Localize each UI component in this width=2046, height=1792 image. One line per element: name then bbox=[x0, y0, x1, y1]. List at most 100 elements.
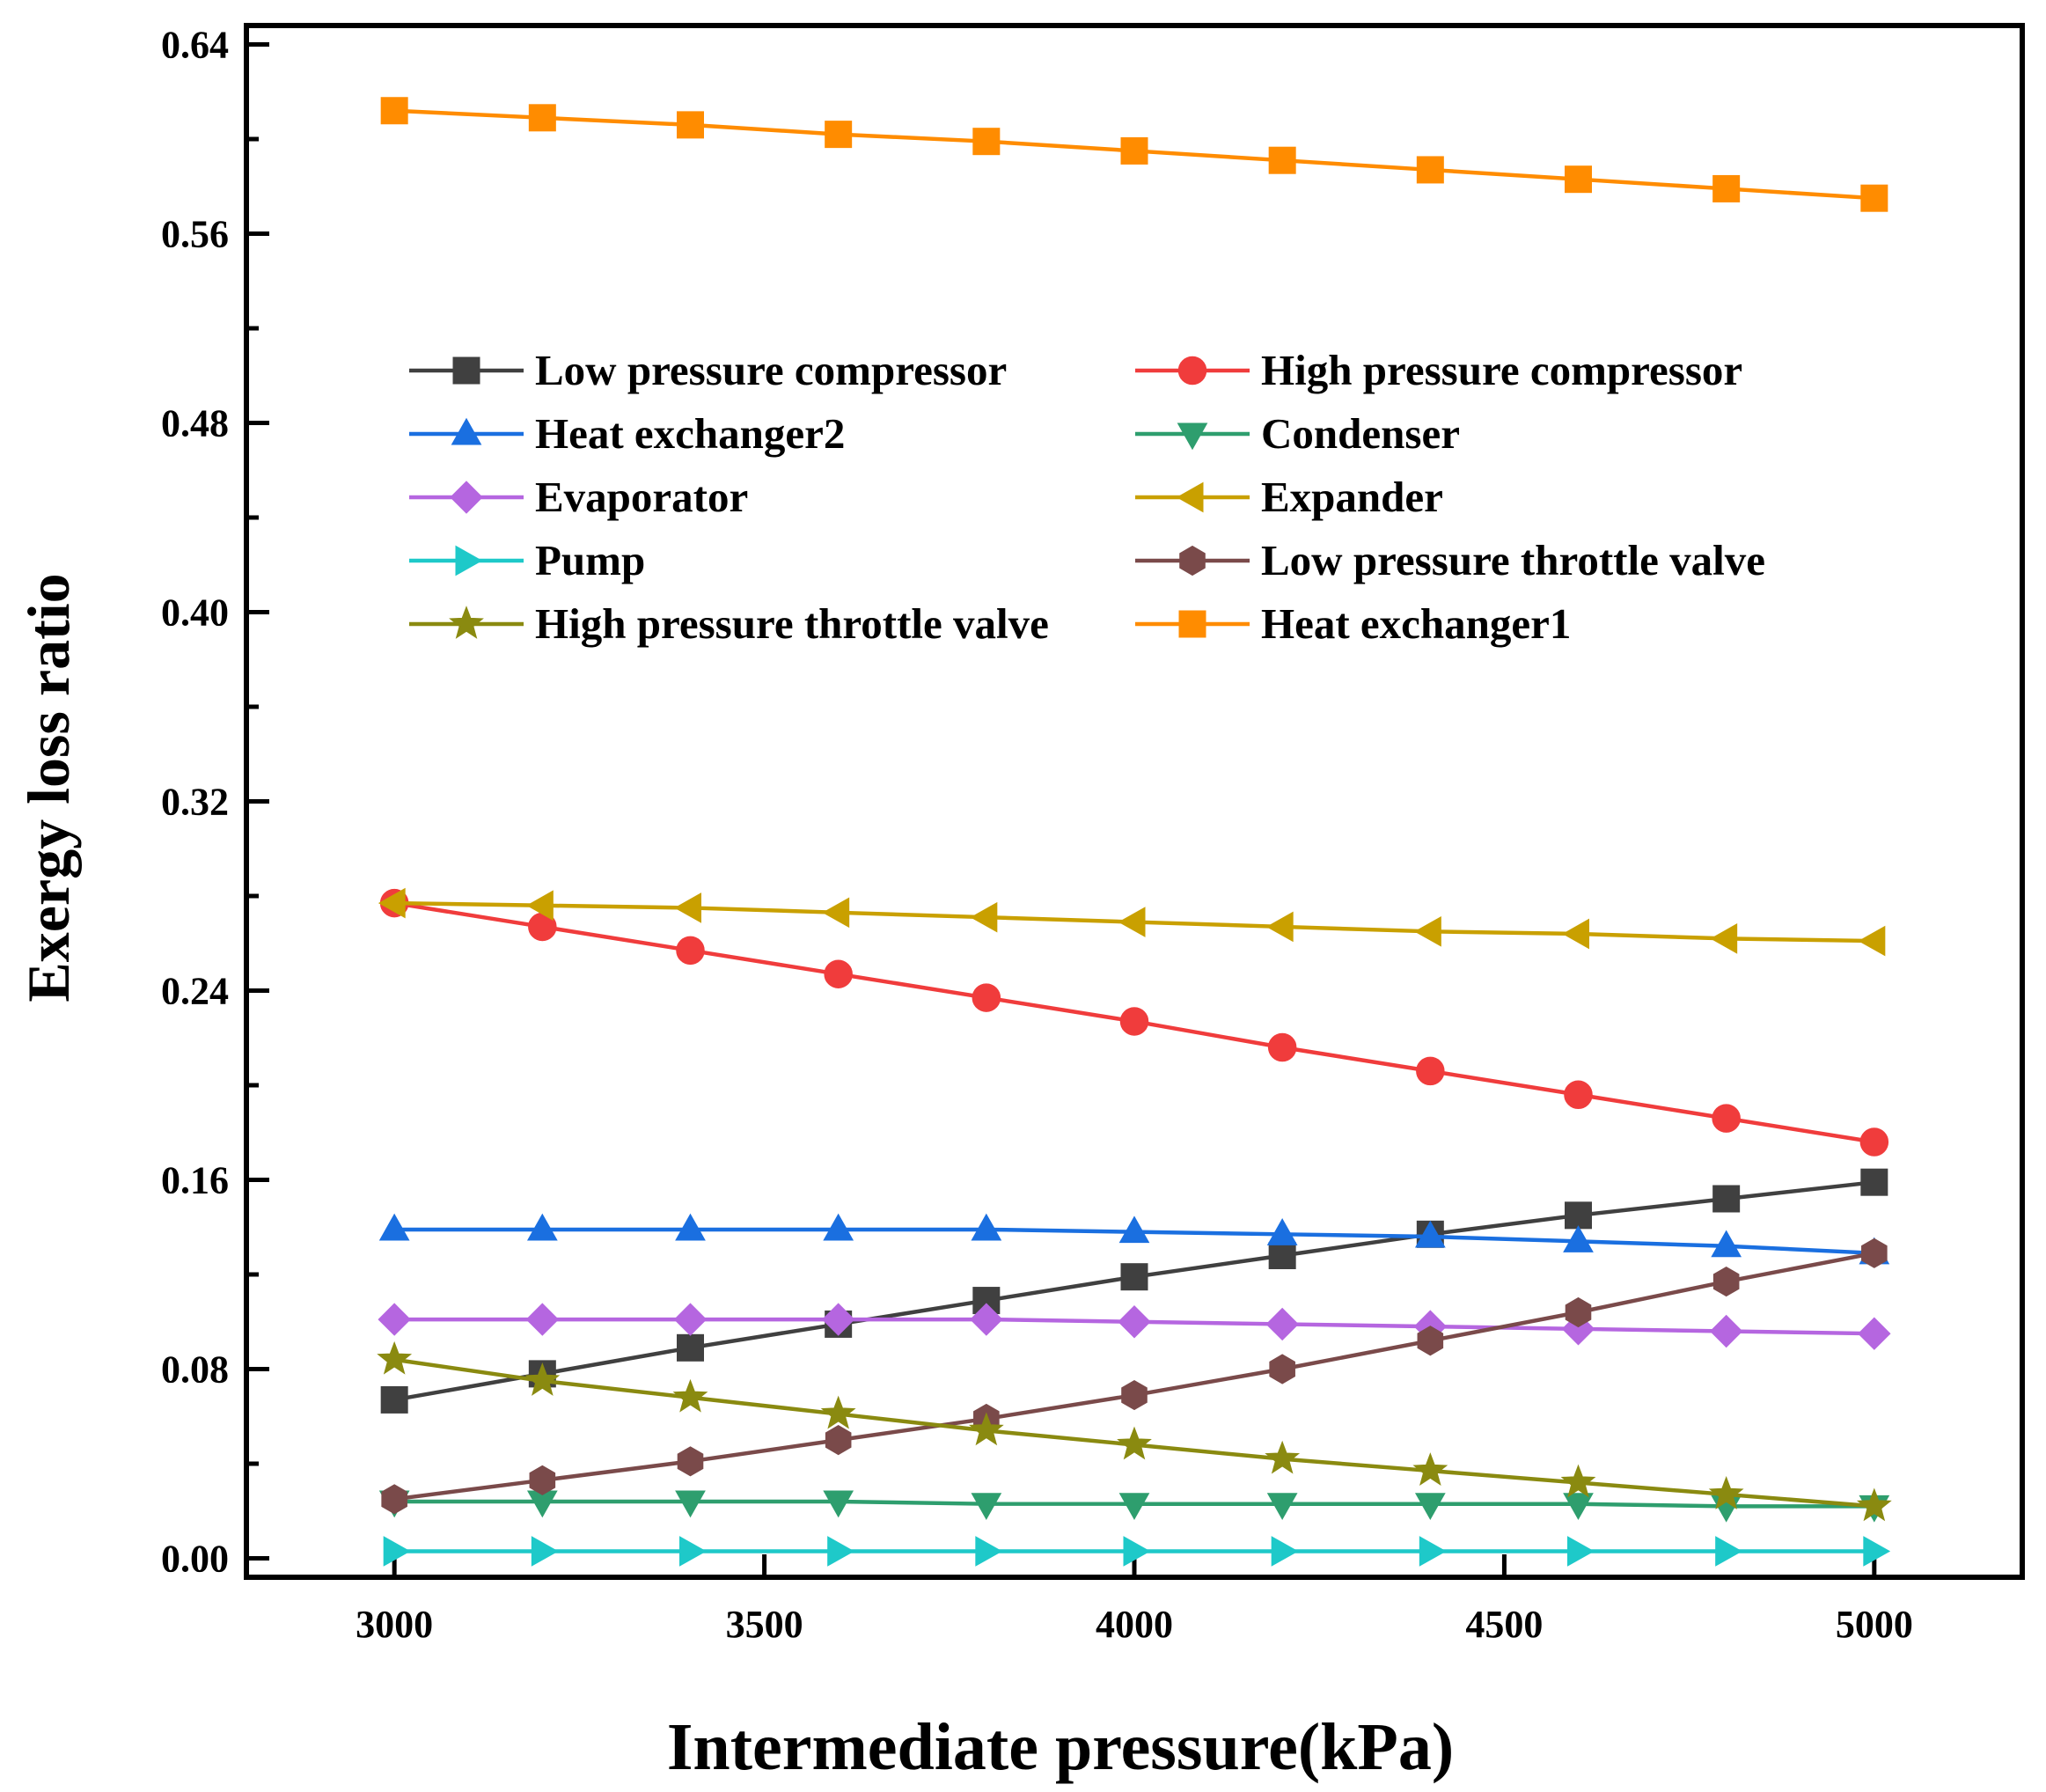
legend-item: Pump bbox=[409, 536, 645, 584]
series-pump bbox=[383, 1536, 1891, 1567]
legend-label: Expander bbox=[1261, 473, 1443, 521]
data-point bbox=[820, 1395, 856, 1429]
series-evaporator bbox=[378, 1303, 1891, 1350]
data-point bbox=[824, 959, 853, 988]
data-point bbox=[378, 1303, 411, 1336]
legend-item: Condenser bbox=[1135, 409, 1460, 458]
data-point bbox=[452, 356, 480, 385]
x-axis-title: Intermediate pressure(kPa) bbox=[667, 1710, 1454, 1784]
data-point bbox=[1858, 925, 1886, 957]
data-point bbox=[1712, 1266, 1740, 1297]
data-point bbox=[1560, 1464, 1596, 1498]
data-point bbox=[1860, 184, 1888, 212]
series-condenser bbox=[378, 1490, 1890, 1523]
data-point bbox=[1709, 1314, 1743, 1348]
x-tick-label: 4000 bbox=[1096, 1603, 1173, 1646]
data-point bbox=[972, 983, 1001, 1012]
y-tick-label: 0.32 bbox=[161, 781, 229, 824]
data-point bbox=[528, 104, 556, 132]
legend-item: High pressure throttle valve bbox=[409, 599, 1049, 648]
data-point bbox=[1859, 1127, 1889, 1157]
data-point bbox=[1414, 915, 1441, 947]
series-low-pressure-compressor bbox=[380, 1168, 1888, 1414]
data-point bbox=[525, 1303, 560, 1336]
data-point bbox=[825, 121, 853, 149]
data-point bbox=[1266, 1493, 1298, 1520]
data-point bbox=[1861, 1238, 1888, 1268]
data-point bbox=[1176, 481, 1204, 513]
y-tick-label: 0.16 bbox=[161, 1159, 229, 1202]
data-point bbox=[526, 1213, 558, 1241]
data-point bbox=[1565, 1201, 1592, 1230]
data-point bbox=[1265, 911, 1294, 943]
data-point bbox=[1117, 1426, 1152, 1460]
data-point bbox=[1123, 1536, 1151, 1567]
y-tick-label: 0.56 bbox=[161, 213, 229, 256]
data-point bbox=[674, 892, 701, 923]
data-point bbox=[970, 901, 998, 933]
data-point bbox=[1565, 1296, 1592, 1328]
data-point bbox=[1419, 1536, 1447, 1567]
data-point bbox=[1120, 1263, 1148, 1291]
y-tick-label: 0.48 bbox=[161, 402, 229, 445]
data-point bbox=[455, 545, 483, 577]
data-point bbox=[677, 1446, 704, 1477]
data-point bbox=[1567, 1536, 1595, 1567]
data-point bbox=[821, 1303, 855, 1336]
data-point bbox=[1269, 1354, 1295, 1384]
data-point bbox=[827, 1536, 854, 1567]
data-point bbox=[1266, 1218, 1298, 1245]
plot-frame bbox=[244, 23, 2025, 1580]
legend-item: Low pressure throttle valve bbox=[1135, 536, 1765, 584]
legend-label: Low pressure compressor bbox=[535, 346, 1007, 394]
data-point bbox=[968, 1412, 1004, 1446]
data-point bbox=[1856, 1487, 1892, 1522]
data-point bbox=[449, 606, 484, 639]
data-point bbox=[378, 887, 406, 919]
data-point bbox=[377, 1340, 413, 1375]
data-point bbox=[1858, 1317, 1891, 1350]
legend-label: Condenser bbox=[1261, 409, 1460, 458]
series-expander bbox=[378, 887, 1886, 957]
data-point bbox=[1712, 1104, 1741, 1133]
data-point bbox=[531, 1536, 559, 1567]
legend: Low pressure compressor High pressure com… bbox=[409, 346, 1765, 648]
data-point bbox=[1563, 1225, 1594, 1252]
data-point bbox=[1417, 1326, 1444, 1356]
data-point bbox=[1179, 545, 1206, 577]
data-point bbox=[677, 1333, 704, 1362]
legend-label: Heat exchanger2 bbox=[535, 409, 845, 458]
y-tick-label: 0.24 bbox=[161, 970, 229, 1013]
data-point bbox=[971, 1493, 1002, 1520]
data-point bbox=[1416, 1056, 1445, 1086]
data-point bbox=[823, 1490, 854, 1518]
data-point bbox=[381, 1484, 407, 1515]
y-axis-title: Exergy loss ratio bbox=[15, 573, 82, 1002]
legend-item: Heat exchanger1 bbox=[1135, 599, 1571, 648]
y-tick-label: 0.40 bbox=[161, 591, 229, 635]
data-point bbox=[1863, 1536, 1891, 1567]
data-point bbox=[1860, 1168, 1888, 1196]
legend-label: High pressure compressor bbox=[1261, 346, 1742, 394]
data-point bbox=[823, 1213, 854, 1241]
series-heat-exchanger1 bbox=[380, 97, 1888, 212]
data-point bbox=[524, 1362, 561, 1396]
data-point bbox=[677, 111, 704, 139]
data-point bbox=[383, 1536, 411, 1567]
data-point bbox=[1712, 174, 1741, 202]
data-point bbox=[822, 897, 850, 929]
data-point bbox=[529, 1465, 556, 1495]
data-point bbox=[1268, 1242, 1296, 1269]
x-tick-label: 5000 bbox=[1836, 1603, 1913, 1646]
data-point bbox=[971, 1213, 1002, 1241]
x-tick-label: 3000 bbox=[356, 1603, 433, 1646]
legend-label: High pressure throttle valve bbox=[535, 599, 1049, 648]
x-tick-label: 3500 bbox=[726, 1603, 803, 1646]
data-point bbox=[1565, 165, 1592, 194]
legend-item: Evaporator bbox=[409, 473, 748, 521]
data-point bbox=[1712, 1185, 1741, 1213]
legend-item: High pressure compressor bbox=[1135, 346, 1742, 394]
data-point bbox=[1710, 923, 1738, 954]
legend-label: Evaporator bbox=[535, 473, 748, 521]
